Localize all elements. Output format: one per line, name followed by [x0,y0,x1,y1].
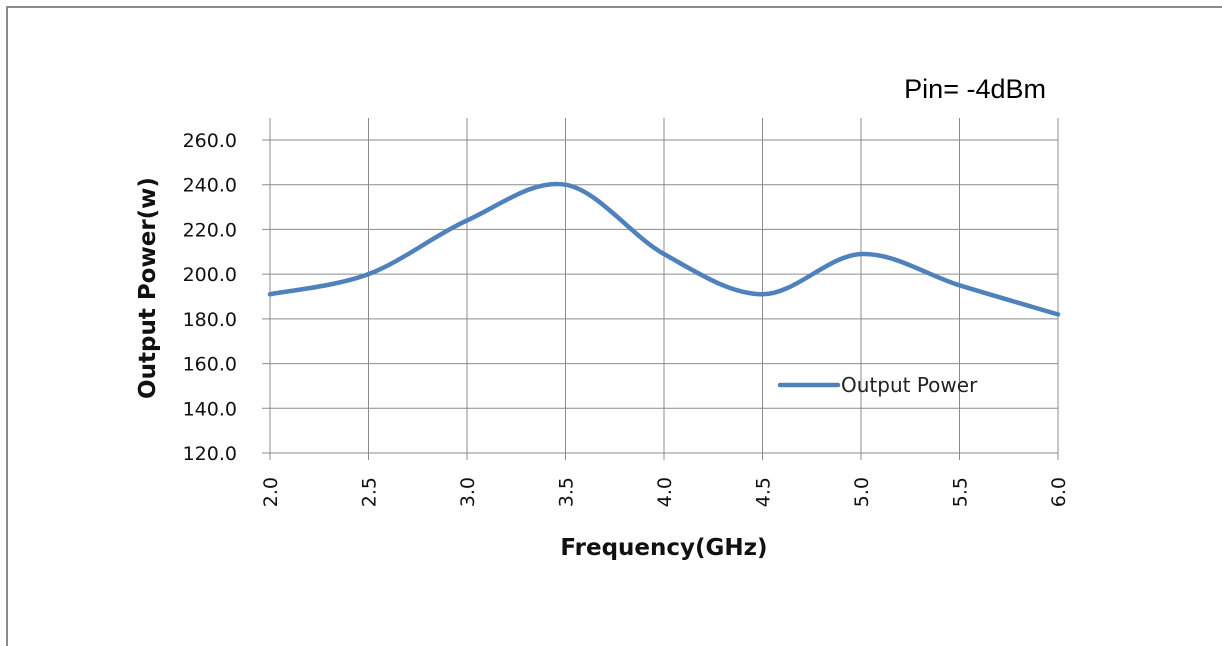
x-tick-label: 4.5 [753,477,775,507]
x-tick-label: 5.5 [950,477,972,507]
y-tick-label: 220.0 [183,219,237,241]
y-tick-label: 180.0 [183,309,237,331]
y-tick-label: 140.0 [183,398,237,420]
y-tick-label: 240.0 [183,175,237,197]
series-layer [267,181,1061,317]
x-tick-label: 6.0 [1048,477,1070,507]
x-tick-label: 3.5 [556,477,578,507]
chart-frame [6,6,1222,646]
x-tick-label: 5.0 [851,477,873,507]
y-axis-title: Output Power(w) [135,177,161,399]
y-tick-labels: 120.0 140.0 160.0 180.0 200.0 220.0 240.0 260.0 [183,130,237,465]
y-tick-label: 120.0 [183,443,237,465]
series-line-output-power [267,181,1061,317]
y-tick-label: 200.0 [183,264,237,286]
y-tick-label: 260.0 [183,130,237,152]
y-tick-label: 160.0 [183,354,237,376]
x-tick-label: 2.0 [260,477,282,507]
x-tick-labels: 2.0 2.5 3.0 3.5 4.0 4.5 5.0 5.5 6.0 [260,477,1070,507]
x-tick-label: 2.5 [359,477,381,507]
x-tick-label: 3.0 [457,477,479,507]
x-tick-label: 4.0 [654,477,676,507]
pin-annotation: Pin= -4dBm [904,74,1046,104]
grid-lines [262,118,1059,460]
x-axis-title: Frequency(GHz) [560,535,767,561]
legend-label: Output Power [841,373,978,397]
legend: Output Power [777,373,978,397]
